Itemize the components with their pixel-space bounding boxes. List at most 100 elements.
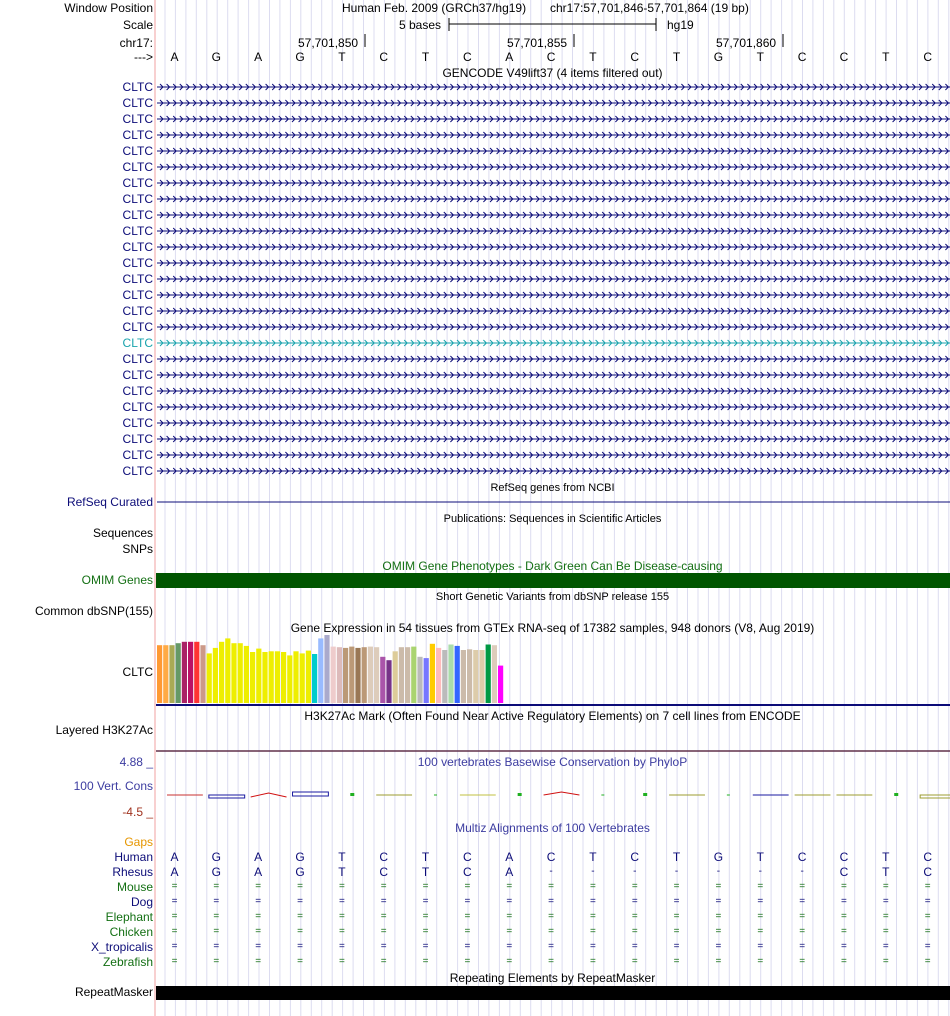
alignment-base: = bbox=[631, 956, 638, 967]
gtex-tissue-bar bbox=[312, 654, 318, 703]
alignment-base: C bbox=[797, 850, 807, 864]
alignment-base: = bbox=[255, 956, 262, 967]
gencode-gene-label[interactable]: CLTC bbox=[122, 432, 153, 446]
species-label: X_tropicalis bbox=[90, 940, 153, 954]
gencode-gene-label[interactable]: CLTC bbox=[122, 160, 153, 174]
gtex-tissue-bar bbox=[473, 650, 479, 703]
alignment-base: = bbox=[380, 926, 387, 937]
gencode-gene-label[interactable]: CLTC bbox=[122, 464, 153, 478]
dbsnp-track-label[interactable]: Common dbSNP(155) bbox=[34, 604, 153, 618]
cons-track-label[interactable]: 100 Vert. Cons bbox=[73, 779, 153, 793]
alignment-base: = bbox=[213, 881, 220, 892]
gencode-gene-label[interactable]: CLTC bbox=[122, 224, 153, 238]
gtex-tissue-bar bbox=[423, 658, 429, 703]
strand-arrows bbox=[159, 195, 950, 203]
alignment-base: = bbox=[297, 956, 303, 967]
alignment-base: = bbox=[422, 911, 429, 922]
gencode-gene-label[interactable]: CLTC bbox=[122, 304, 153, 318]
gencode-gene-label[interactable]: CLTC bbox=[122, 400, 153, 414]
gencode-gene-label[interactable]: CLTC bbox=[122, 208, 153, 222]
gencode-gene-label[interactable]: CLTC bbox=[122, 112, 153, 126]
base-letter: G bbox=[211, 50, 221, 64]
alignment-base: - bbox=[800, 866, 804, 877]
gtex-tissue-bar bbox=[268, 651, 274, 703]
gencode-gene-label[interactable]: CLTC bbox=[122, 416, 153, 430]
gtex-tissue-bar bbox=[274, 651, 280, 703]
alignment-base: A bbox=[170, 850, 179, 864]
gencode-gene-label[interactable]: CLTC bbox=[122, 176, 153, 190]
gencode-gene-label[interactable]: CLTC bbox=[122, 384, 153, 398]
omim-track-title[interactable]: OMIM Gene Phenotypes - Dark Green Can Be… bbox=[382, 559, 723, 573]
alignment-base: = bbox=[589, 881, 596, 892]
gencode-gene-label[interactable]: CLTC bbox=[122, 240, 153, 254]
alignment-base: = bbox=[297, 926, 303, 937]
ruler-tick-label: 57,701,850 bbox=[298, 36, 359, 50]
gencode-gene-label[interactable]: CLTC bbox=[122, 368, 153, 382]
gencode-gene-label[interactable]: CLTC bbox=[122, 144, 153, 158]
gtex-gene-label[interactable]: CLTC bbox=[122, 665, 153, 679]
publications-track-title[interactable]: Publications: Sequences in Scientific Ar… bbox=[443, 513, 662, 525]
publications-sequences-label[interactable]: Sequences bbox=[92, 526, 153, 540]
gencode-gene-label[interactable]: CLTC bbox=[122, 192, 153, 206]
gtex-track-title[interactable]: Gene Expression in 54 tissues from GTEx … bbox=[290, 621, 815, 635]
alignment-base: C bbox=[839, 865, 849, 879]
gencode-gene-label[interactable]: CLTC bbox=[122, 336, 153, 350]
refseq-track-label[interactable]: RefSeq Curated bbox=[66, 495, 153, 509]
alignment-base: = bbox=[380, 911, 387, 922]
alignment-base: = bbox=[924, 926, 931, 937]
gtex-tissue-bar bbox=[386, 660, 392, 703]
repeatmasker-track-label[interactable]: RepeatMasker bbox=[74, 985, 153, 999]
alignment-base: = bbox=[757, 956, 764, 967]
alignment-base: = bbox=[548, 896, 554, 907]
gencode-gene-label[interactable]: CLTC bbox=[122, 288, 153, 302]
alignment-base: G bbox=[211, 850, 221, 864]
gencode-gene-label[interactable]: CLTC bbox=[122, 80, 153, 94]
gencode-gene-label[interactable]: CLTC bbox=[122, 352, 153, 366]
gtex-tissue-bar bbox=[305, 650, 311, 703]
strand-arrows bbox=[159, 83, 950, 91]
gtex-tissue-bar bbox=[405, 647, 411, 703]
alignment-base: C bbox=[379, 850, 389, 864]
gencode-gene-label[interactable]: CLTC bbox=[122, 272, 153, 286]
alignment-base: = bbox=[380, 881, 387, 892]
repeatmasker-track-title[interactable]: Repeating Elements by RepeatMasker bbox=[449, 971, 656, 985]
h3k27ac-track-label[interactable]: Layered H3K27Ac bbox=[55, 723, 153, 737]
gencode-gene-label[interactable]: CLTC bbox=[122, 128, 153, 142]
alignment-base: = bbox=[380, 941, 387, 952]
strand-arrows bbox=[159, 243, 950, 251]
gencode-gene-label[interactable]: CLTC bbox=[122, 320, 153, 334]
h3k27ac-track-title[interactable]: H3K27Ac Mark (Often Found Near Active Re… bbox=[304, 709, 801, 723]
strand-arrows bbox=[159, 467, 950, 475]
alignment-base: = bbox=[422, 881, 429, 892]
alignment-base: T bbox=[421, 850, 430, 864]
multiz-track-title[interactable]: Multiz Alignments of 100 Vertebrates bbox=[455, 821, 650, 835]
gtex-tissue-bar bbox=[163, 645, 169, 703]
gtex-tissue-bar bbox=[398, 647, 404, 703]
alignment-base: = bbox=[422, 956, 429, 967]
alignment-base: = bbox=[213, 956, 220, 967]
strand-arrows bbox=[159, 419, 950, 427]
refseq-track-title[interactable]: RefSeq genes from NCBI bbox=[490, 482, 615, 494]
strand-arrows bbox=[159, 275, 950, 283]
publications-snps-label[interactable]: SNPs bbox=[122, 542, 153, 556]
gtex-tissue-bar bbox=[225, 638, 231, 703]
alignment-base: = bbox=[422, 896, 429, 907]
phylop-track-title[interactable]: 100 vertebrates Basewise Conservation by… bbox=[417, 755, 688, 769]
gencode-gene-label[interactable]: CLTC bbox=[122, 96, 153, 110]
alignment-base: = bbox=[882, 956, 889, 967]
base-letter: C bbox=[797, 50, 807, 64]
gtex-tissue-bar bbox=[194, 641, 200, 703]
gencode-track-title[interactable]: GENCODE V49lift37 (4 items filtered out) bbox=[442, 66, 663, 80]
gencode-gene-label[interactable]: CLTC bbox=[122, 448, 153, 462]
alignment-base: = bbox=[255, 881, 262, 892]
omim-track-label[interactable]: OMIM Genes bbox=[81, 573, 153, 587]
alignment-base: T bbox=[589, 850, 597, 864]
dbsnp-track-title[interactable]: Short Genetic Variants from dbSNP releas… bbox=[435, 591, 670, 603]
gencode-gene-label[interactable]: CLTC bbox=[122, 256, 153, 270]
alignment-base: = bbox=[213, 896, 220, 907]
base-letter: T bbox=[882, 50, 890, 64]
alignment-base: = bbox=[715, 941, 722, 952]
position-readout: chr17:57,701,846-57,701,864 (19 bp) bbox=[550, 1, 749, 15]
base-letter: C bbox=[630, 50, 640, 64]
